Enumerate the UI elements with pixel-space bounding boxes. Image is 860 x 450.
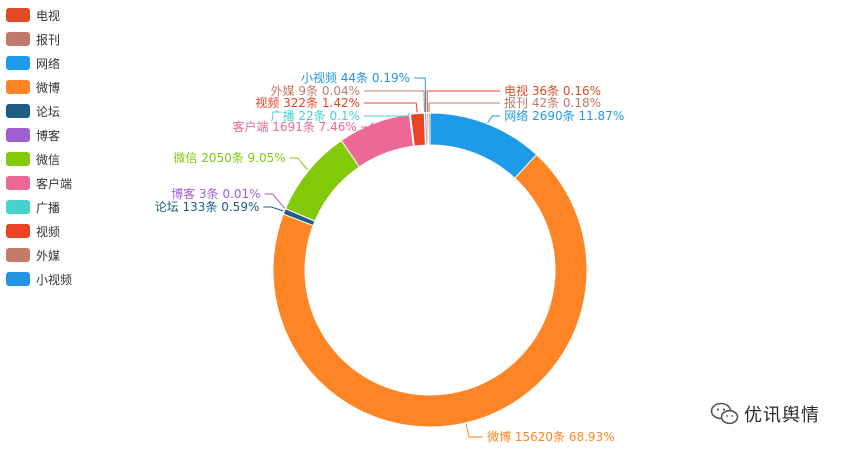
- slice-4[interactable]: [284, 139, 361, 222]
- leader-line: [426, 90, 500, 113]
- legend-label: 微博: [36, 80, 61, 95]
- legend-label: 网络: [36, 56, 61, 71]
- leader-line: [414, 77, 427, 113]
- leader-line: [364, 113, 411, 117]
- legend-swatch: [6, 224, 30, 238]
- leader-line: [428, 102, 500, 113]
- legend-label: 外媒: [36, 248, 61, 263]
- slice-label: 电视 36条 0.16%: [504, 83, 601, 98]
- donut-slices: [272, 112, 588, 428]
- legend-label: 报刊: [36, 32, 61, 47]
- legend-item-blog[interactable]: 博客: [6, 123, 72, 147]
- legend-label: 广播: [36, 200, 61, 215]
- slice-label: 客户端 1691条 7.46%: [232, 119, 356, 134]
- leader-line: [289, 157, 309, 171]
- slice-label: 报刊 42条 0.18%: [504, 95, 601, 110]
- legend-item-short-video[interactable]: 小视频: [6, 267, 72, 291]
- legend-item-forum[interactable]: 论坛: [6, 99, 72, 123]
- legend-item-client[interactable]: 客户端: [6, 171, 72, 195]
- slice-label: 微博 15620条 68.93%: [487, 429, 615, 444]
- legend-swatch: [6, 8, 30, 22]
- slice-labels: 网络 2690条 11.87% 微博 15620条 68.93% 论坛 133条 0…: [155, 70, 625, 444]
- legend-label: 视频: [36, 224, 61, 239]
- legend-swatch: [6, 248, 30, 262]
- legend-item-wechat[interactable]: 微信: [6, 147, 72, 171]
- leader-line: [263, 206, 284, 212]
- slice-label: 外媒 9条 0.04%: [271, 84, 360, 98]
- legend-item-web[interactable]: 网络: [6, 51, 72, 75]
- legend-label: 博客: [36, 128, 61, 143]
- leader-line: [487, 115, 501, 124]
- legend-label: 电视: [36, 8, 61, 23]
- leader-line: [364, 90, 425, 113]
- legend-swatch: [6, 176, 30, 190]
- slice-label: 广播 22条 0.1%: [271, 109, 360, 123]
- legend-swatch: [6, 128, 30, 142]
- legend-item-broadcast[interactable]: 广播: [6, 195, 72, 219]
- wechat-icon: [710, 402, 739, 425]
- slice-label: 小视频 44条 0.19%: [301, 70, 410, 85]
- slice-label: 论坛 133条 0.59%: [155, 200, 260, 214]
- legend-item-foreign-media[interactable]: 外媒: [6, 243, 72, 267]
- slice-1[interactable]: [272, 153, 588, 428]
- legend-item-video[interactable]: 视频: [6, 219, 72, 243]
- slice-label: 微信 2050条 9.05%: [173, 151, 285, 165]
- legend-swatch: [6, 272, 30, 286]
- watermark: 优讯舆情: [710, 399, 820, 429]
- slice-label: 博客 3条 0.01%: [171, 186, 260, 201]
- watermark-text: 优讯舆情: [744, 405, 820, 426]
- legend-label: 微信: [36, 152, 61, 167]
- slice-label: 网络 2690条 11.87%: [504, 108, 624, 123]
- legend-item-newspaper[interactable]: 报刊: [6, 27, 72, 51]
- leader-line: [264, 193, 285, 209]
- legend-swatch: [6, 104, 30, 118]
- legend-swatch: [6, 56, 30, 70]
- slice-11[interactable]: [427, 112, 431, 146]
- legend-label: 论坛: [36, 104, 61, 119]
- slice-label: 视频 322条 1.42%: [255, 95, 360, 110]
- legend-item-weibo[interactable]: 微博: [6, 75, 72, 99]
- legend-swatch: [6, 152, 30, 166]
- legend-label: 小视频: [36, 272, 73, 287]
- legend-label: 客户端: [36, 176, 73, 191]
- legend-swatch: [6, 200, 30, 214]
- leader-line: [465, 423, 484, 438]
- label-leader-lines: [263, 77, 501, 438]
- leader-line: [364, 102, 418, 113]
- legend-item-tv[interactable]: 电视: [6, 3, 72, 27]
- legend-swatch: [6, 32, 30, 46]
- leader-line: [360, 122, 374, 128]
- legend-swatch: [6, 80, 30, 94]
- legend: 电视 报刊 网络 微博 论坛 博客 微信 客户端 广播 视频 外媒 小视频: [6, 3, 72, 291]
